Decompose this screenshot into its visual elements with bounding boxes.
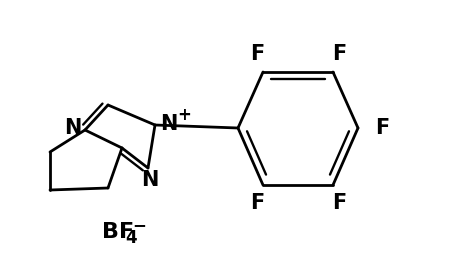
- Text: F: F: [332, 193, 346, 213]
- Text: F: F: [332, 44, 346, 64]
- Text: F: F: [250, 193, 264, 213]
- Text: +: +: [177, 106, 191, 124]
- Text: F: F: [375, 118, 389, 138]
- Text: N: N: [160, 114, 178, 134]
- Text: 4: 4: [125, 229, 136, 247]
- Text: F: F: [250, 44, 264, 64]
- Text: BF: BF: [102, 222, 134, 242]
- Text: −: −: [132, 216, 146, 234]
- Text: N: N: [142, 170, 159, 190]
- Text: N: N: [64, 118, 82, 138]
